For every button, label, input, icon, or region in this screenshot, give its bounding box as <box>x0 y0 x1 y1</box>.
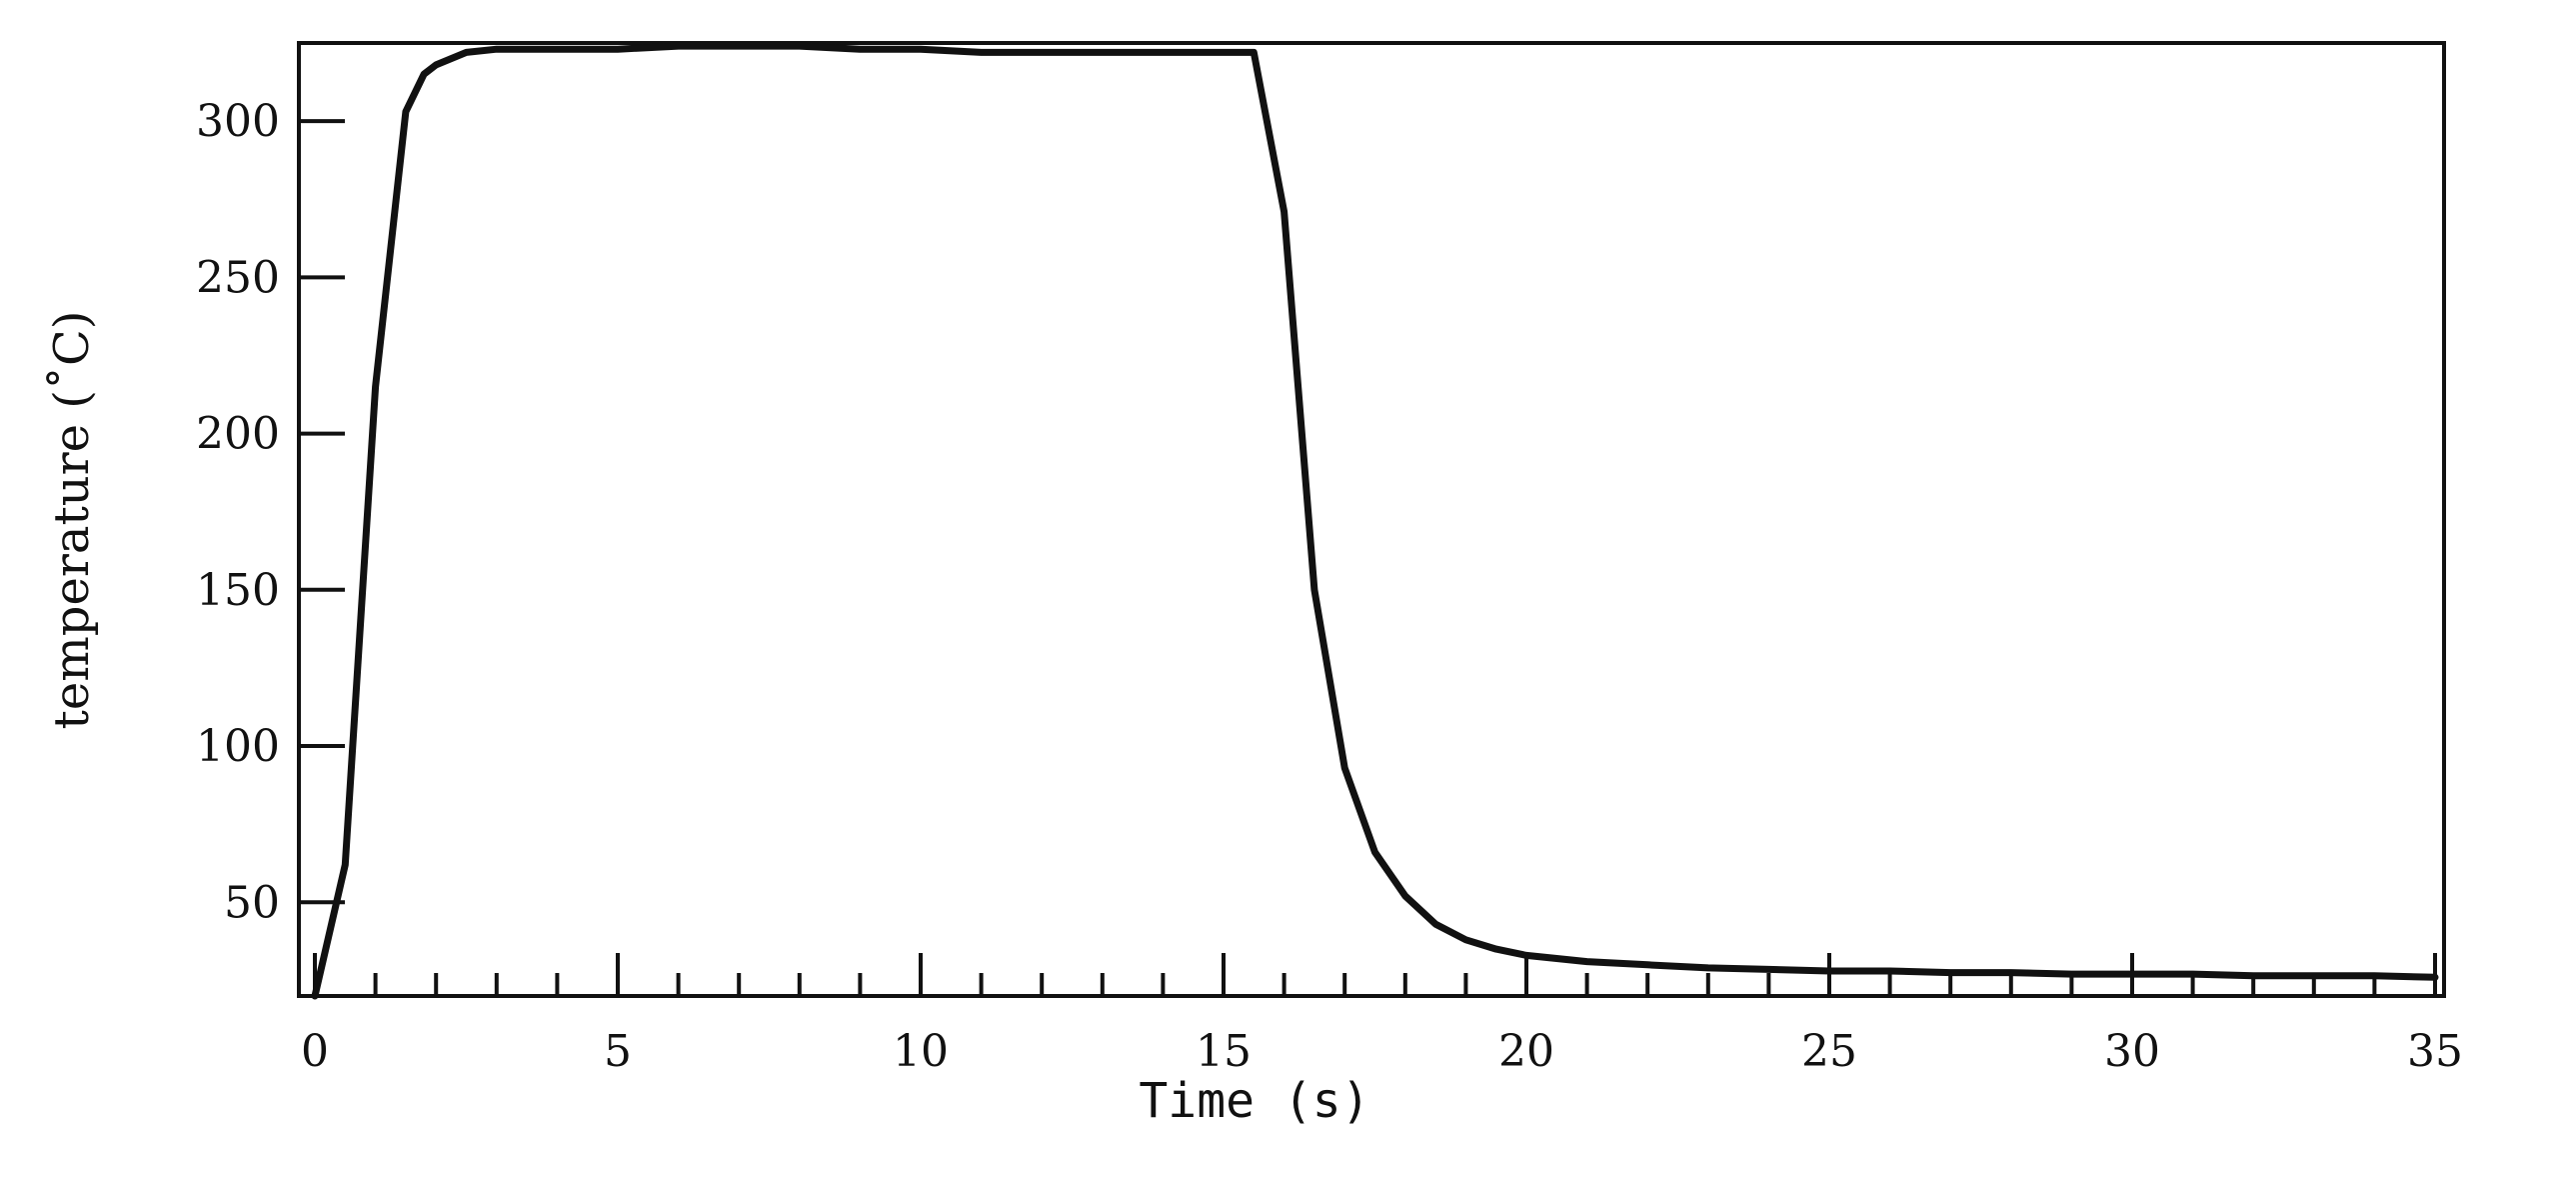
y-axis-title: temperature (˚C) <box>44 311 100 730</box>
y-tick-label: 250 <box>196 252 280 303</box>
temperature-series-line <box>311 42 2439 1000</box>
x-tick-label: 10 <box>893 1026 949 1077</box>
y-tick-label: 150 <box>196 565 280 616</box>
plot-frame <box>297 41 2446 998</box>
x-tick-label: 5 <box>604 1026 632 1077</box>
x-tick-label: 25 <box>1801 1026 1857 1077</box>
x-tick-label: 15 <box>1196 1026 1252 1077</box>
x-tick-label: 30 <box>2104 1026 2160 1077</box>
y-tick-label: 300 <box>196 96 280 147</box>
y-tick-label: 200 <box>196 409 280 460</box>
x-tick-label: 35 <box>2407 1026 2463 1077</box>
x-axis-title: Time (s) <box>1139 1073 1369 1129</box>
x-tick-label: 20 <box>1498 1026 1554 1077</box>
y-tick-label: 50 <box>224 877 280 928</box>
x-tick-label: 0 <box>301 1026 329 1077</box>
y-axis-ticks: 50 100 150 200 250 300 <box>196 96 345 928</box>
y-tick-label: 100 <box>196 721 280 772</box>
